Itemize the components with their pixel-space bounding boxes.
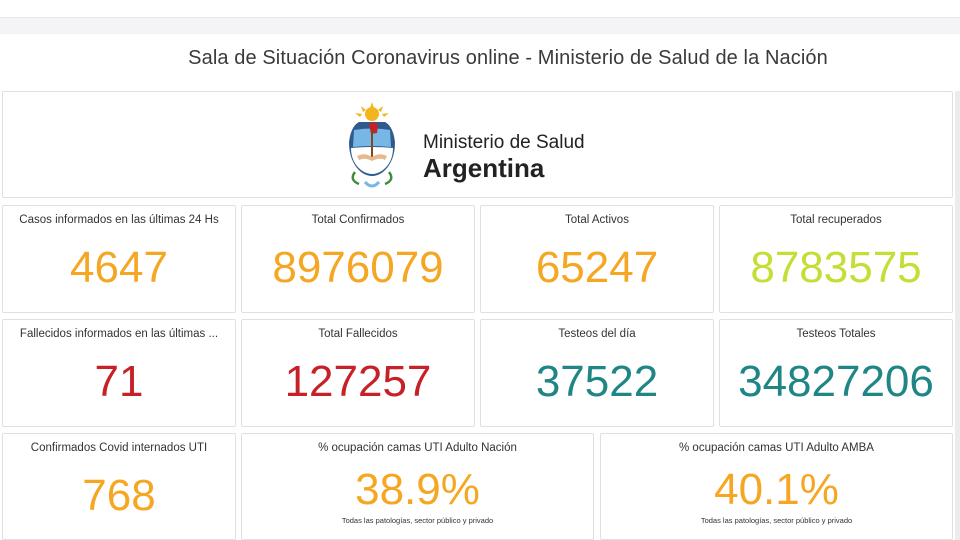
stat-value: 34827206 (738, 357, 934, 406)
logo-country-text: Argentina (423, 153, 545, 183)
stat-card-total-recuperados[interactable]: Total recuperados 8783575 (719, 205, 953, 313)
stat-note: Todas las patologías, sector público y p… (341, 516, 494, 525)
stat-card-casos-24h[interactable]: Casos informados en las últimas 24 Hs 46… (2, 205, 236, 313)
stat-label: Testeos del día (558, 328, 636, 340)
stat-value: 8783575 (750, 243, 922, 292)
stat-card-total-confirmados[interactable]: Total Confirmados 8976079 (241, 205, 475, 313)
page-title: Sala de Situación Coronavirus online - M… (188, 47, 828, 69)
stat-card-internados-uti[interactable]: Confirmados Covid internados UTI 768 (2, 433, 236, 540)
stat-value: 127257 (284, 357, 432, 406)
stat-value: 768 (82, 471, 156, 520)
stat-card-ocupacion-nacion[interactable]: % ocupación camas UTI Adulto Nación 38.9… (241, 433, 594, 540)
ministry-logo: Ministerio de Salud Argentina (341, 100, 631, 192)
stat-card-total-activos[interactable]: Total Activos 65247 (480, 205, 714, 313)
stat-label: % ocupación camas UTI Adulto Nación (318, 442, 517, 454)
stat-note: Todas las patologías, sector público y p… (700, 516, 853, 525)
top-toolbar-strip (0, 0, 960, 18)
stat-label: Total recuperados (790, 214, 882, 226)
coat-of-arms-icon (349, 102, 395, 188)
logo-card: Ministerio de Salud Argentina (2, 91, 953, 198)
stat-value: 4647 (70, 243, 168, 292)
stat-card-testeos-dia[interactable]: Testeos del día 37522 (480, 319, 714, 427)
stat-value: 65247 (535, 243, 659, 292)
stat-label: Fallecidos informados en las últimas ... (19, 328, 219, 340)
stat-label: Casos informados en las últimas 24 Hs (19, 214, 219, 226)
stat-label: Total Fallecidos (318, 328, 398, 340)
scrollbar[interactable] (955, 91, 960, 540)
stat-label: Confirmados Covid internados UTI (30, 442, 208, 454)
stat-label: Total Confirmados (311, 214, 405, 226)
stat-label: % ocupación camas UTI Adulto AMBA (679, 442, 874, 454)
stat-card-total-fallecidos[interactable]: Total Fallecidos 127257 (241, 319, 475, 427)
stat-value: 37522 (535, 357, 659, 406)
stat-card-ocupacion-amba[interactable]: % ocupación camas UTI Adulto AMBA 40.1% … (600, 433, 953, 540)
stat-label: Total Activos (565, 214, 629, 226)
stat-value: 71 (94, 357, 144, 406)
stat-label: Testeos Totales (796, 328, 876, 340)
stat-value: 40.1% (714, 465, 839, 514)
logo-ministry-text: Ministerio de Salud (423, 132, 585, 153)
stat-card-testeos-totales[interactable]: Testeos Totales 34827206 (719, 319, 953, 427)
stat-value: 8976079 (272, 243, 444, 292)
stat-card-fallecidos-24h[interactable]: Fallecidos informados en las últimas ...… (2, 319, 236, 427)
stat-value: 38.9% (355, 465, 480, 514)
